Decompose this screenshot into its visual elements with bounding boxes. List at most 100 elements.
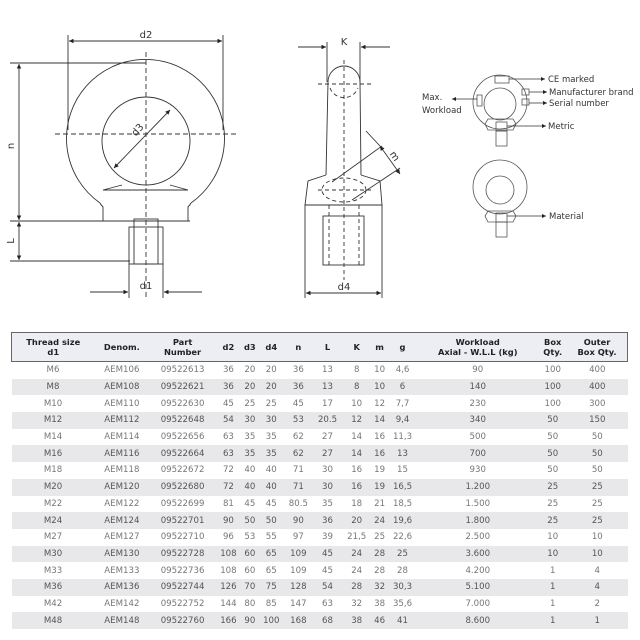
table-cell: 40: [244, 465, 256, 476]
table-cell: 17: [322, 398, 333, 409]
table-cell: M14: [43, 432, 63, 443]
table-cell: 24: [351, 565, 363, 576]
table-cell: M22: [43, 498, 63, 509]
table-cell: M16: [11, 445, 95, 463]
table-cell: 71: [283, 478, 313, 496]
table-row: M36 AEM136 09522744 126 70 75 128 54 28 32 30,3 5.1…: [11, 578, 628, 596]
table-cell: 09522760: [149, 612, 216, 629]
table-cell: 45: [265, 498, 277, 509]
table-cell: 28: [342, 578, 372, 596]
column-header-line: Denom.: [103, 342, 140, 352]
label-d3: d3: [130, 122, 147, 139]
column-header: Part Number: [149, 332, 216, 362]
table-cell: 53: [283, 412, 313, 429]
column-header: Box Qty.: [538, 332, 568, 362]
table-cell: 09522664: [149, 445, 216, 463]
table-cell: 40: [265, 465, 277, 476]
table-cell: 40: [240, 478, 259, 496]
table-cell: 100: [544, 398, 561, 409]
table-cell: 109: [283, 545, 313, 563]
table-row: M33 AEM133 09522736 108 60 65 109 45 24 28 28 4.200…: [12, 562, 628, 579]
table-cell: AEM114: [104, 432, 140, 443]
table-cell: M10: [43, 398, 63, 409]
table-cell: 930: [469, 465, 486, 476]
column-header-line: Qty.: [543, 347, 563, 357]
table-cell: 09522710: [160, 532, 205, 543]
column-header-line: Workload: [455, 337, 500, 347]
table-cell: M48: [11, 612, 95, 629]
table-cell: 90: [215, 512, 241, 529]
table-cell: 36: [283, 378, 313, 396]
column-header-line: d1: [47, 347, 60, 357]
table-cell: M18: [43, 465, 63, 476]
table-cell: 46: [371, 612, 388, 629]
table-cell: 147: [290, 598, 307, 609]
table-cell: 70: [240, 578, 259, 596]
table-cell: 16: [342, 478, 372, 496]
table-cell: 27: [312, 445, 343, 463]
table-cell: 19: [374, 465, 386, 476]
column-header: d2: [215, 332, 241, 362]
table-cell: 10: [591, 532, 603, 543]
table-cell: 09522736: [160, 565, 205, 576]
mark-serial: Serial number: [549, 99, 609, 109]
table-cell: 90: [472, 365, 484, 376]
table-cell: AEM116: [94, 445, 150, 463]
table-cell: 09522680: [149, 478, 216, 496]
table-cell: 10: [351, 398, 363, 409]
eye-bolt-technical-drawing: d2 n L d1 d3 K m d4: [6, 30, 634, 300]
table-cell: 75: [258, 578, 284, 596]
column-header-line: Thread size: [26, 337, 81, 347]
table-cell: 35: [322, 498, 333, 509]
table-cell: 2: [594, 598, 601, 609]
column-header: Workload Axial - W.L.L (kg): [417, 332, 539, 362]
side-view: [298, 42, 401, 298]
column-header: m: [371, 332, 388, 362]
table-cell: 72: [215, 478, 241, 496]
table-row: M12 AEM112 09522648 54 30 30 53 20.5 12 14 9,4 340 5…: [11, 412, 628, 429]
table-cell: 60: [240, 545, 259, 563]
table-cell: 22,6: [392, 532, 413, 543]
table-cell: 100: [258, 612, 284, 629]
table-cell: 36: [222, 365, 234, 376]
table-cell: 30: [312, 478, 343, 496]
column-header-line: Part: [172, 337, 193, 347]
table-cell: 168: [283, 612, 313, 629]
table-cell: 400: [567, 378, 628, 396]
table-cell: 09522656: [160, 432, 205, 443]
table-cell: 20: [258, 378, 284, 396]
table-cell: 30: [322, 465, 333, 476]
table-cell: 39: [322, 532, 333, 543]
table-cell: 500: [469, 432, 486, 443]
table-cell: 16: [371, 445, 388, 463]
table-cell: 18: [351, 498, 363, 509]
marking-arrows: [452, 77, 547, 218]
table-cell: 24: [342, 545, 372, 563]
table-cell: 35,6: [392, 598, 413, 609]
table-cell: 1: [549, 598, 556, 609]
table-cell: 27: [322, 432, 333, 443]
table-cell: 25: [538, 478, 568, 496]
table-cell: 20: [265, 365, 277, 376]
table-cell: 72: [222, 465, 234, 476]
table-row: M30 AEM130 09522728 108 60 65 109 45 24 28 25 3.600…: [11, 545, 628, 563]
table-cell: 45: [312, 545, 343, 563]
table-cell: M6: [46, 365, 60, 376]
table-cell: 14: [342, 445, 372, 463]
table-cell: 36: [215, 378, 241, 396]
mark-metric: Metric: [548, 122, 575, 132]
table-cell: 25: [591, 498, 603, 509]
column-header-line: d4: [265, 342, 278, 352]
table-cell: AEM124: [94, 512, 150, 529]
table-row: M22 AEM122 09522699 81 45 45 80.5 35 18 21 18,5 1.5…: [12, 496, 628, 513]
table-row: M8 AEM108 09522621 36 20 20 36 13 8 10 6 140 100 400: [11, 378, 628, 396]
label-L: L: [6, 238, 17, 244]
column-header-line: Axial - W.L.L (kg): [437, 347, 518, 357]
table-cell: AEM118: [104, 465, 140, 476]
table-cell: 1: [549, 565, 556, 576]
table-cell: 20: [244, 365, 256, 376]
mark-workload: Workload: [422, 106, 462, 116]
table-cell: 32: [371, 578, 388, 596]
table-row: M20 AEM120 09522680 72 40 40 71 30 16 19 16,5 1.200…: [11, 478, 628, 496]
